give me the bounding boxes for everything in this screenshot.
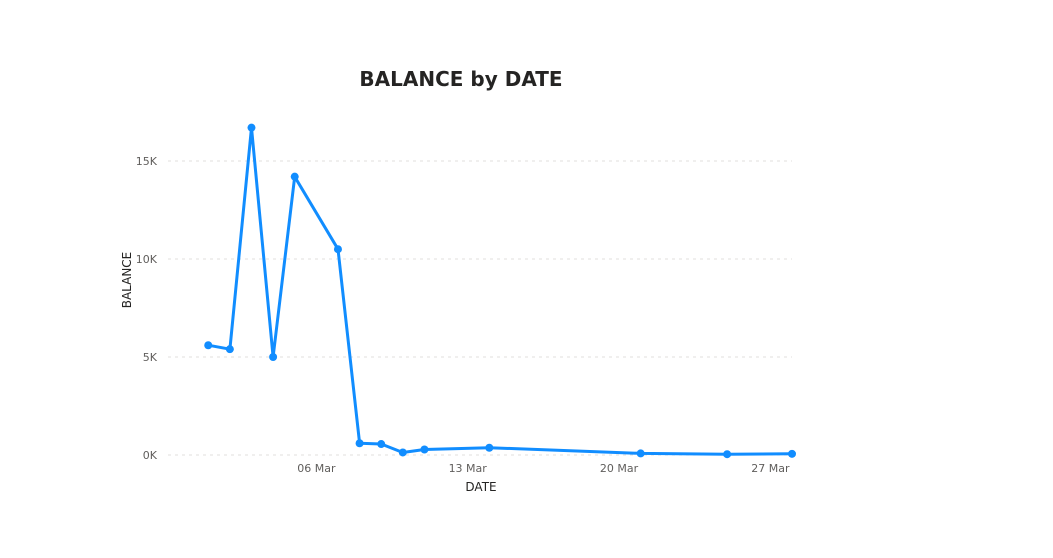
x-tick-label: 20 Mar bbox=[600, 462, 639, 475]
data-point[interactable] bbox=[204, 341, 213, 350]
data-point[interactable] bbox=[398, 448, 407, 457]
y-tick-label: 0K bbox=[143, 449, 158, 462]
data-point[interactable] bbox=[225, 345, 234, 354]
x-tick-label: 13 Mar bbox=[449, 462, 488, 475]
data-point[interactable] bbox=[377, 440, 386, 449]
y-tick-label: 10K bbox=[136, 253, 158, 266]
gridlines bbox=[168, 160, 792, 456]
data-point[interactable] bbox=[290, 172, 299, 181]
data-point[interactable] bbox=[485, 443, 494, 452]
y-tick-label: 15K bbox=[136, 155, 158, 168]
data-point[interactable] bbox=[355, 439, 364, 448]
data-point[interactable] bbox=[788, 449, 796, 458]
x-tick-label: 27 Mar bbox=[751, 462, 790, 475]
data-point[interactable] bbox=[723, 450, 732, 459]
x-axis: 06 Mar 13 Mar 20 Mar 27 Mar bbox=[297, 462, 790, 475]
x-axis-title: DATE bbox=[465, 480, 496, 494]
series-line bbox=[206, 126, 794, 456]
y-axis-title: BALANCE bbox=[120, 252, 134, 309]
data-point[interactable] bbox=[333, 245, 342, 254]
y-tick-label: 5K bbox=[143, 351, 158, 364]
data-point[interactable] bbox=[269, 353, 278, 361]
data-point[interactable] bbox=[636, 449, 645, 458]
x-tick-label: 06 Mar bbox=[297, 462, 336, 475]
chart-title: BALANCE by DATE bbox=[359, 67, 562, 91]
series-balance bbox=[204, 123, 796, 459]
data-point[interactable] bbox=[247, 123, 256, 132]
data-point[interactable] bbox=[420, 445, 429, 454]
y-axis: 0K 5K 10K 15K bbox=[136, 155, 158, 462]
